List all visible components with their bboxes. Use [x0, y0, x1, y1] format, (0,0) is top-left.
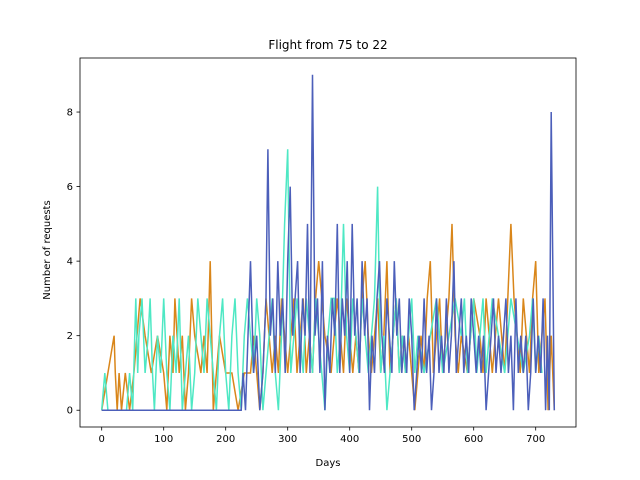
x-tick-label: 200	[216, 434, 235, 445]
x-tick-label: 400	[340, 434, 359, 445]
y-tick-label: 0	[67, 406, 73, 417]
x-tick-label: 600	[464, 434, 483, 445]
x-tick-label: 100	[154, 434, 173, 445]
x-tick-label: 300	[278, 434, 297, 445]
y-axis-label: Number of requests	[42, 200, 53, 299]
x-tick-label: 0	[99, 434, 105, 445]
y-tick-label: 8	[67, 108, 73, 119]
y-tick-label: 6	[67, 182, 73, 193]
series-line-3	[101, 74, 556, 411]
x-tick-label: 500	[402, 434, 421, 445]
y-tick-label: 4	[67, 257, 73, 268]
plot-frame	[79, 57, 577, 428]
x-tick-label: 700	[526, 434, 545, 445]
series-line-1	[100, 223, 556, 411]
axes-layer: 0 100 200 300 400 500 600 700 0 2 4 6 8	[67, 57, 577, 445]
chart-title: Flight from 75 to 22	[268, 38, 387, 52]
y-tick-label: 2	[67, 331, 73, 342]
series-layer	[100, 74, 556, 411]
x-axis-label: Days	[316, 458, 341, 469]
